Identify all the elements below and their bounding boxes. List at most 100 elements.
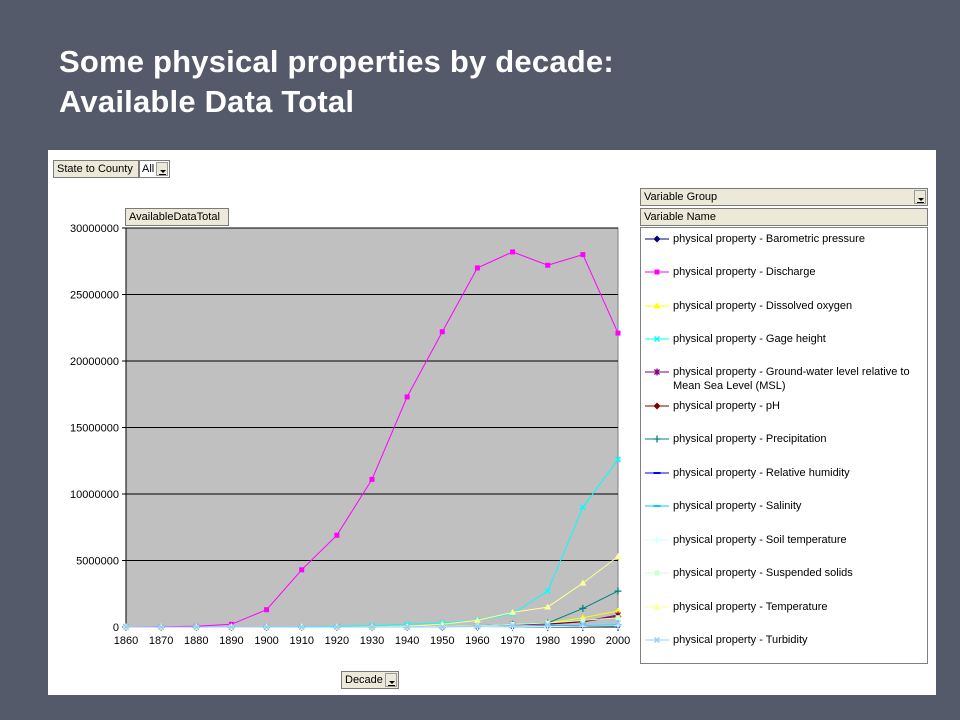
data-point: [122, 623, 130, 631]
data-point: [368, 623, 376, 631]
series-name-field-button[interactable]: Variable Name: [640, 208, 928, 226]
x-tick-label: 1860: [114, 635, 138, 647]
slide-title-line-2: Available Data Total: [59, 84, 355, 119]
legend-label: physical property - pH: [673, 400, 780, 412]
data-point: [404, 394, 410, 400]
slide-title: Some physical properties by decade: Avai…: [59, 42, 614, 122]
y-tick-label: 20000000: [70, 356, 119, 368]
chart-legend: physical property - Barometric pressure p…: [640, 227, 928, 664]
series-group-field-button[interactable]: Variable Group: [640, 188, 928, 206]
data-point: [545, 262, 551, 268]
x-tick-label: 1990: [571, 635, 595, 647]
legend-label: physical property - Dissolved oxygen: [673, 300, 853, 312]
y-tick-label: 0: [113, 622, 119, 634]
legend-key: [645, 603, 669, 610]
data-field-label: AvailableDataTotal: [129, 211, 220, 223]
legend-label: physical property - Turbidity: [673, 634, 808, 646]
dropdown-arrow-icon: [156, 162, 168, 176]
page-field-button[interactable]: State to County: [53, 160, 139, 178]
y-axis: 0 5000000 10000000 15000000 20000000 25000000…: [70, 223, 127, 634]
data-point: [614, 619, 622, 627]
y-tick-label: 5000000: [76, 556, 119, 568]
x-tick-label: 1900: [254, 635, 278, 647]
data-point: [333, 623, 340, 631]
data-point: [439, 623, 446, 631]
data-point: [614, 553, 622, 560]
data-point: [614, 456, 622, 463]
legend-label: physical property - Temperature: [673, 601, 828, 613]
legend-label: physical property - Precipitation: [673, 433, 827, 445]
x-tick-label: 1910: [289, 635, 313, 647]
data-point: [654, 570, 660, 576]
x-tick-label: 1890: [219, 635, 243, 647]
data-point: [193, 623, 200, 631]
x-tick-label: 1880: [184, 635, 208, 647]
x-tick-label: 1980: [535, 635, 559, 647]
dropdown-arrow-icon: [385, 673, 397, 687]
x-tick-label: 2000: [606, 635, 630, 647]
data-point: [474, 623, 481, 630]
legend-label: physical property - Discharge: [673, 266, 816, 278]
legend-label: physical property - Soil temperature: [673, 534, 847, 546]
data-point: [510, 249, 516, 255]
data-point: [653, 636, 661, 644]
data-point: [474, 265, 480, 271]
data-field-button[interactable]: AvailableDataTotal: [125, 208, 229, 226]
x-tick-label: 1950: [430, 635, 454, 647]
legend-key: [645, 472, 669, 474]
legend-key: [645, 402, 669, 410]
x-tick-label: 1970: [500, 635, 524, 647]
series-group-field-label: Variable Group: [644, 191, 718, 203]
y-tick-label: 30000000: [70, 223, 119, 235]
category-field-button[interactable]: Decade: [341, 671, 399, 689]
data-point: [545, 620, 551, 626]
legend-key: [645, 269, 669, 275]
y-tick-label: 25000000: [70, 290, 119, 302]
legend-label: physical property - Barometric pressure: [673, 233, 865, 245]
data-point: [615, 615, 621, 621]
data-point: [298, 623, 305, 631]
data-point: [544, 588, 551, 595]
data-point: [334, 532, 340, 538]
data-point: [509, 608, 517, 615]
data-point: [580, 617, 586, 623]
data-point: [615, 330, 621, 336]
data-point: [653, 536, 661, 544]
legend-label: physical property - Gage height: [673, 333, 826, 345]
data-point: [653, 302, 661, 309]
dropdown-arrow-icon: [914, 190, 926, 204]
data-point: [228, 623, 235, 631]
data-point: [653, 435, 661, 443]
data-point: [299, 567, 305, 573]
data-point: [614, 587, 622, 595]
data-point: [439, 329, 445, 335]
data-point: [653, 235, 661, 243]
y-tick-label: 15000000: [70, 423, 119, 435]
legend-key: [645, 435, 669, 443]
data-point: [653, 335, 661, 343]
data-point: [369, 476, 375, 482]
data-point: [614, 607, 622, 614]
category-field-label: Decade: [345, 674, 383, 686]
page-field-dropdown[interactable]: All: [139, 160, 170, 178]
legend-key: [645, 302, 669, 309]
data-point: [580, 252, 586, 258]
legend-key: [645, 636, 669, 644]
data-point: [404, 623, 411, 631]
legend-label: physical property - Salinity: [673, 500, 802, 512]
legend-label: physical property - Suspended solids: [673, 567, 853, 579]
legend-label: physical property - Ground-water level r…: [673, 366, 910, 392]
gridlines: [126, 227, 618, 561]
series: [122, 619, 622, 631]
data-point: [158, 623, 165, 631]
data-point: [579, 604, 587, 612]
page-field-value: All: [142, 163, 155, 175]
legend-key: [645, 368, 669, 376]
data-point: [654, 368, 660, 376]
data-point: [653, 603, 661, 610]
legend-key: [645, 335, 669, 343]
data-point: [509, 622, 516, 629]
data-point: [544, 621, 551, 629]
page-field-label: State to County: [57, 163, 133, 175]
x-tick-label: 1870: [149, 635, 173, 647]
